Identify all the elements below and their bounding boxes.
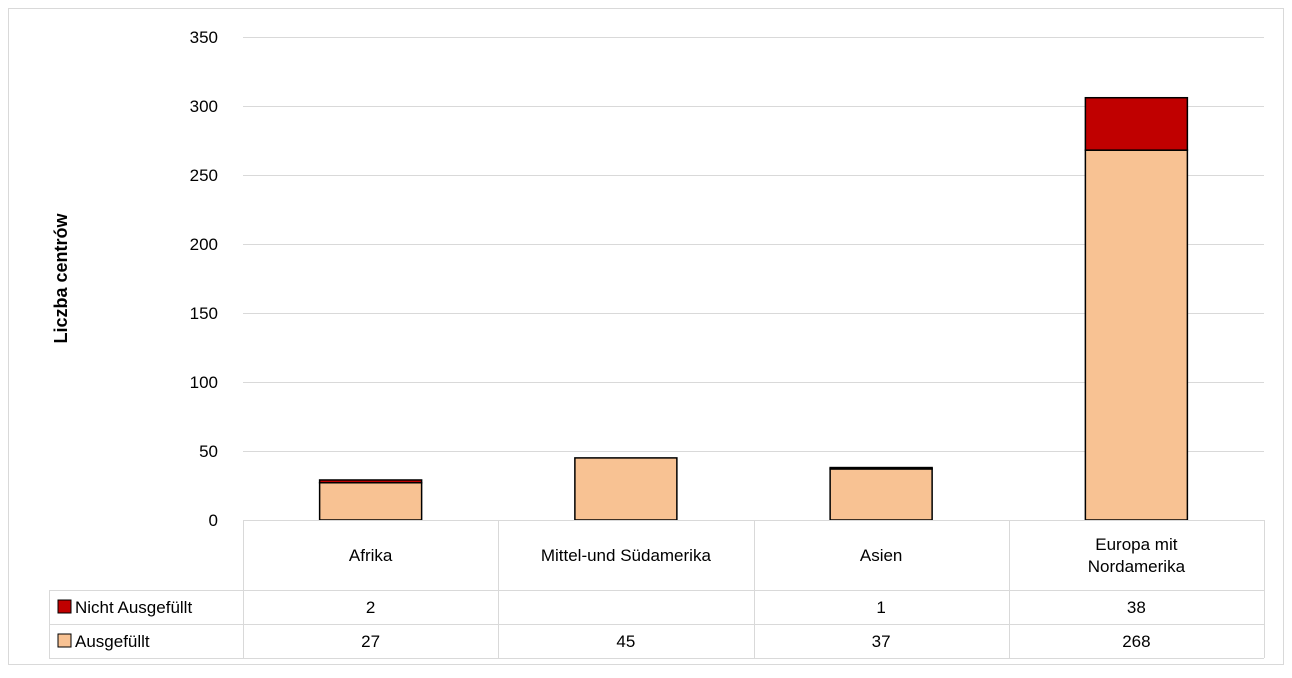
bar-segment bbox=[829, 466, 933, 470]
category-label: Afrika bbox=[349, 546, 393, 565]
table-cell: 268 bbox=[1122, 632, 1150, 651]
y-tick-label: 50 bbox=[199, 442, 218, 461]
y-tick-label: 300 bbox=[190, 97, 218, 116]
y-tick-label: 350 bbox=[190, 28, 218, 47]
y-tick-label: 250 bbox=[190, 166, 218, 185]
category-label: Nordamerika bbox=[1088, 557, 1186, 576]
bar-segment bbox=[1084, 149, 1189, 521]
category-label: Asien bbox=[860, 546, 903, 565]
chart-border bbox=[8, 8, 1284, 665]
table-cell: 2 bbox=[366, 598, 375, 617]
y-tick-label: 200 bbox=[190, 235, 218, 254]
bar-segment bbox=[1084, 96, 1189, 151]
y-axis-label: Liczba centrów bbox=[51, 212, 71, 343]
y-tick-label: 0 bbox=[209, 511, 218, 530]
table-cell: 45 bbox=[616, 632, 635, 651]
legend-label: Nicht Ausgefüllt bbox=[75, 598, 192, 617]
bar-segment bbox=[829, 468, 933, 521]
table-cell: 27 bbox=[361, 632, 380, 651]
table-cell: 37 bbox=[872, 632, 891, 651]
y-tick-label: 150 bbox=[190, 304, 218, 323]
category-label: Europa mit bbox=[1095, 535, 1177, 554]
legend-swatch bbox=[57, 599, 72, 614]
category-label: Mittel-und Südamerika bbox=[541, 546, 712, 565]
bar-segment bbox=[318, 479, 423, 484]
data-table bbox=[49, 520, 1265, 659]
y-tick-label: 100 bbox=[190, 373, 218, 392]
table-cell: 1 bbox=[876, 598, 885, 617]
bar-segment bbox=[574, 457, 678, 521]
chart-text: 0 50 100 150 200 250 300 350 Liczba centrów Afrik… bbox=[51, 28, 1186, 651]
legend-swatch bbox=[57, 633, 72, 648]
table-cell: 38 bbox=[1127, 598, 1146, 617]
bars bbox=[318, 96, 1189, 521]
bar-segment bbox=[318, 481, 423, 521]
legend-label: Ausgefüllt bbox=[75, 632, 150, 651]
